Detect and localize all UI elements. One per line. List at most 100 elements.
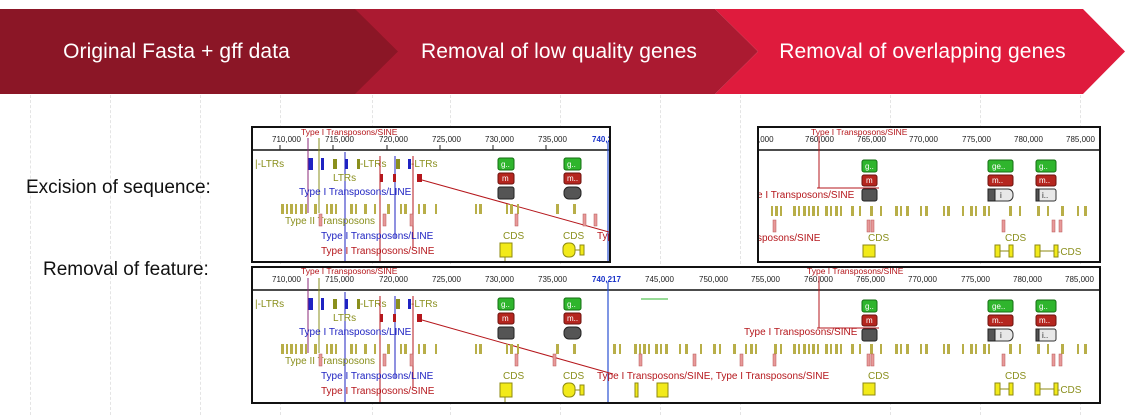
grid-line xyxy=(200,95,201,415)
tick-label: 770,000 xyxy=(909,135,938,144)
tick-label: 720,000 xyxy=(379,275,408,284)
feature-sine-clipped: e I Transposons/SINE xyxy=(759,190,855,201)
step-low-quality-removal: Removal of low quality genes xyxy=(350,9,758,94)
tick-label: 725,000 xyxy=(432,275,461,284)
gene-label: g.. xyxy=(865,162,874,171)
gene-label: g.. xyxy=(567,160,576,169)
tick-label: 710,000 xyxy=(272,275,301,284)
step-original-data: Original Fasta + gff data xyxy=(0,9,398,94)
tick-label: 780,000 xyxy=(1014,135,1043,144)
feature-label-sine-top: Type I Transposons/SINE xyxy=(811,128,908,137)
feature-type2: Type II Transposons xyxy=(285,356,375,367)
tick-label: 780,000 xyxy=(1013,275,1042,284)
tick-label: 735,000 xyxy=(538,275,567,284)
grid-line xyxy=(660,95,661,415)
tick-label: 725,000 xyxy=(432,135,461,144)
gene-label: m xyxy=(866,176,873,185)
tick-label: 720,000 xyxy=(379,135,408,144)
gene-label: m xyxy=(502,174,509,183)
tick-label: ,000 xyxy=(759,135,774,144)
row-label-removal: Removal of feature: xyxy=(43,259,209,280)
tick-label: 775,000 xyxy=(962,135,991,144)
gene-label: i xyxy=(1000,191,1002,200)
feature-ltrs: -LTRs xyxy=(360,159,386,170)
feature-cds: CDS xyxy=(868,233,889,244)
feature-label-sine-top: Type I Transposons/SINE xyxy=(807,268,904,276)
gene-label: g.. xyxy=(567,300,576,309)
tick-label: 775,000 xyxy=(961,275,990,284)
tick-label: 715,000 xyxy=(325,275,354,284)
gene-label: g.. xyxy=(501,300,510,309)
panel-removal: 710,000 715,000 720,000 725,000 730,000 … xyxy=(251,266,1101,404)
row-label-excision: Excision of sequence: xyxy=(26,177,211,198)
gene-label: m.. xyxy=(1039,316,1050,325)
tick-label: 710,000 xyxy=(272,135,301,144)
panel-excision-right: ,000 760,000 765,000 770,000 775,000 780… xyxy=(757,126,1101,263)
tick-label: 750,000 xyxy=(699,275,728,284)
process-steps: Original Fasta + gff data Removal of low… xyxy=(0,9,1137,94)
feature-cds: CDS xyxy=(563,371,584,382)
gene-label: ge.. xyxy=(992,162,1005,171)
tick-label: 760,000 xyxy=(805,135,834,144)
feature-ltrs: -LTRs xyxy=(360,299,386,310)
tick-label-current: 740,2 xyxy=(592,135,609,144)
feature-cds: CDS xyxy=(868,371,889,382)
ruler-ticks: 710,000 715,000 720,000 725,000 730,000 … xyxy=(272,135,609,144)
feature-line: Type I Transposons/LINE xyxy=(299,327,412,338)
grid-line xyxy=(30,95,31,415)
gene-label: i.. xyxy=(1042,191,1048,200)
feature-ltrs: LTRs xyxy=(333,173,356,184)
gene-stack: g.. m g.. m.. xyxy=(497,157,582,200)
feature-cds: CDS xyxy=(1005,233,1026,244)
feature-cds: CDS xyxy=(503,231,524,242)
feature-line: Type I Transposons/LINE xyxy=(321,371,434,382)
feature-cds: -CDS xyxy=(1057,247,1082,258)
tick-label: 755,000 xyxy=(751,275,780,284)
feature-sine-clipped: Typ xyxy=(597,231,609,242)
gene-label: ge.. xyxy=(992,302,1005,311)
feature-ltrs-left: |-LTRs xyxy=(255,159,284,170)
feature-label-sine-top: Type I Transposons/SINE xyxy=(301,268,398,276)
feature-sine-combined: Type I Transposons/SINE, Type I Transpos… xyxy=(597,371,829,382)
feature-line: Type I Transposons/LINE xyxy=(299,187,412,198)
gene-label: g.. xyxy=(865,302,874,311)
gene-label: m.. xyxy=(1039,176,1050,185)
tick-label: 765,000 xyxy=(856,275,885,284)
step-label: Original Fasta + gff data xyxy=(63,39,290,63)
gene-label: i.. xyxy=(1042,331,1048,340)
gene-label: m.. xyxy=(992,176,1003,185)
gene-label: g.. xyxy=(1039,162,1048,171)
feature-type2: Type II Transposons xyxy=(285,216,375,227)
tick-label: 785,000 xyxy=(1066,135,1095,144)
gene-label: m xyxy=(502,314,509,323)
repeat-track xyxy=(281,204,576,214)
repeat-track xyxy=(771,206,1087,216)
feature-ltrs: LTRs xyxy=(333,313,356,324)
tick-label: 735,000 xyxy=(538,135,567,144)
feature-ltrs-left: |-LTRs xyxy=(255,299,284,310)
feature-cds: CDS xyxy=(1005,371,1026,382)
gene-label: i xyxy=(1000,331,1002,340)
feature-line: Type I Transposons/LINE xyxy=(321,231,434,242)
gene-label: g.. xyxy=(501,160,510,169)
tick-label: 730,000 xyxy=(485,275,514,284)
gene-label: m.. xyxy=(567,174,578,183)
feature-label-sine-top: Type I Transposons/SINE xyxy=(301,128,398,137)
step-overlap-removal: Removal of overlapping genes xyxy=(715,9,1125,94)
tick-label: 715,000 xyxy=(325,135,354,144)
tick-label-current: 740,217 xyxy=(592,275,621,284)
tick-label: 730,000 xyxy=(485,135,514,144)
gene-label: m xyxy=(866,316,873,325)
tick-label: 765,000 xyxy=(857,135,886,144)
feature-sine: Type I Transposons/SINE xyxy=(321,246,435,257)
grid-line xyxy=(740,95,741,415)
tick-label: 745,000 xyxy=(645,275,674,284)
feature-sine: Type I Transposons/SINE xyxy=(321,386,435,397)
feature-ltrs: -LTRs xyxy=(411,299,437,310)
gene-label: g.. xyxy=(1039,302,1048,311)
grid-line xyxy=(110,95,111,415)
gene-label: m.. xyxy=(567,314,578,323)
feature-cds: CDS xyxy=(503,371,524,382)
tick-label: 770,000 xyxy=(908,275,937,284)
feature-ltrs: -LTRs xyxy=(411,159,437,170)
